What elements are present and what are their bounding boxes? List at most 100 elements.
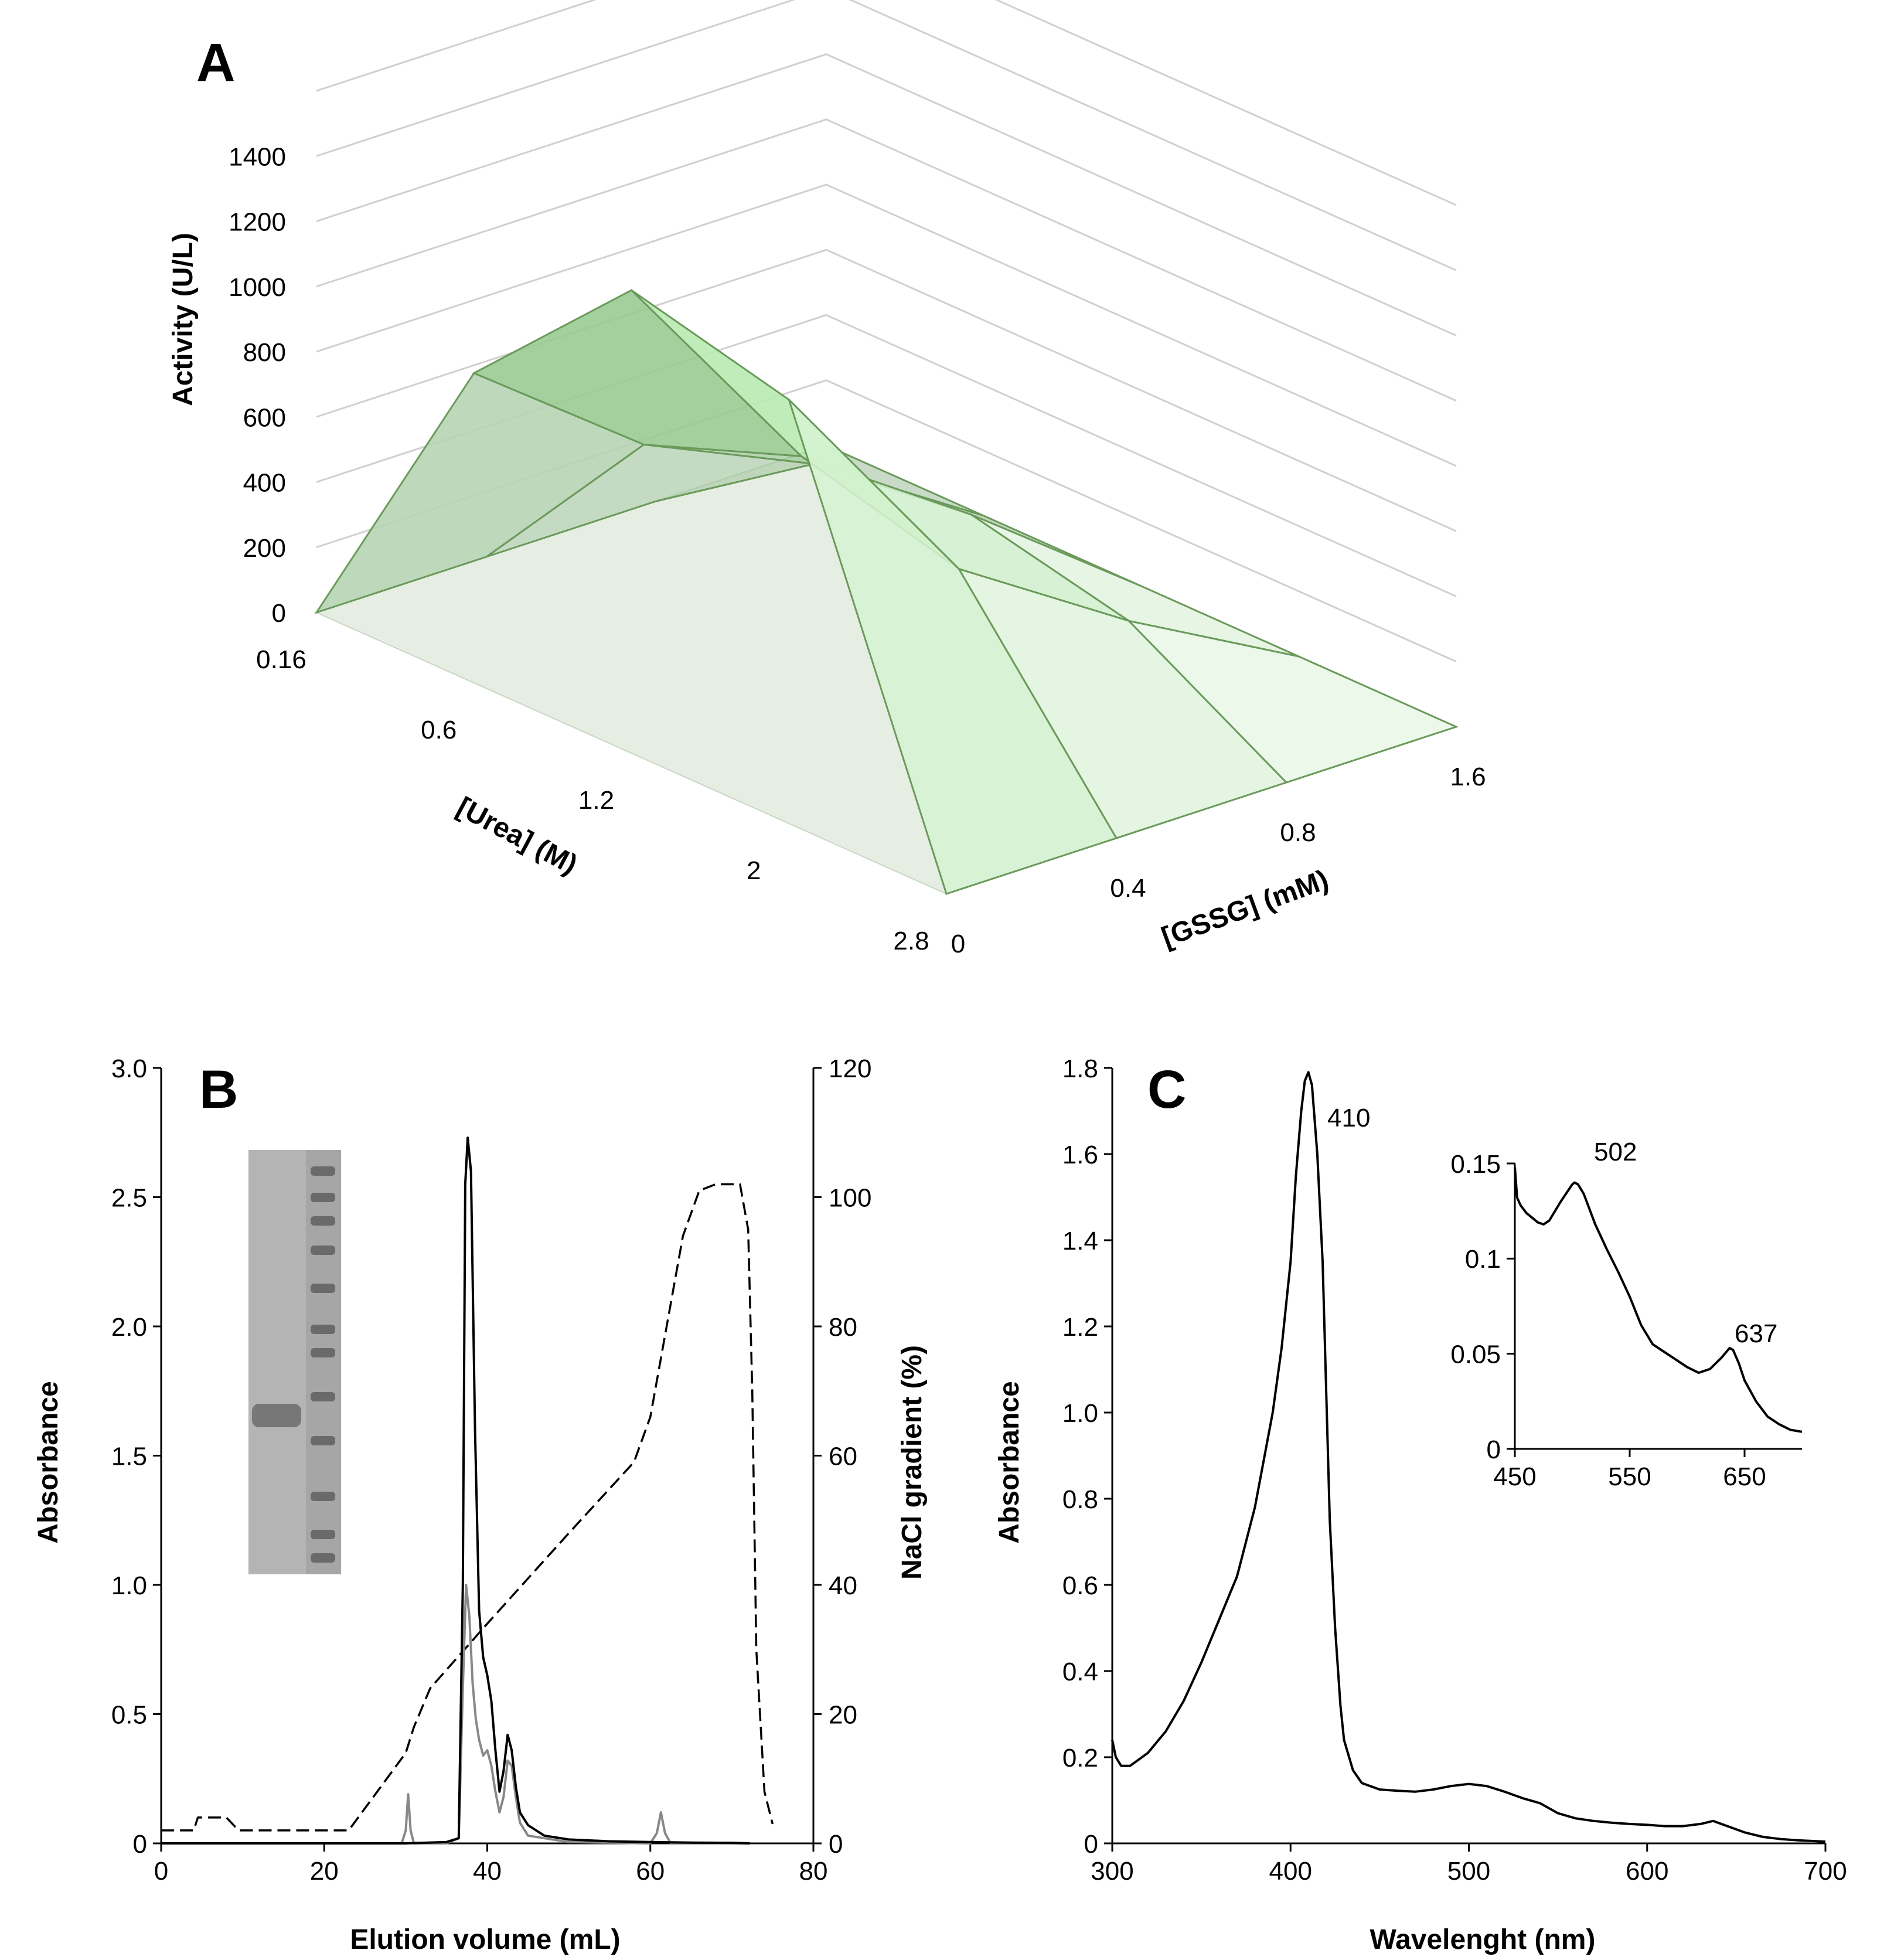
panel-a-gridline [316, 118, 1457, 402]
panel-a-z-tick-label: 600 [243, 403, 286, 432]
panel-c-series [1111, 1071, 1826, 1843]
panel-a-z-tick-label: 800 [243, 338, 286, 367]
panel-a-z-tick-label: 200 [243, 534, 286, 563]
panel-a-urea-tick-label: 0.16 [256, 645, 306, 674]
panel-b: B 0 20 40 60 8000.51.01.52.02.53.00204060801… [33, 1054, 928, 1955]
inset-x-tick-label: 650 [1723, 1462, 1766, 1491]
panel-b-y-tick-label: 0.5 [111, 1700, 147, 1729]
panel-a-gssg-axis-title: [GSSG] (mM) [1157, 864, 1333, 953]
panel-a-surface [314, 289, 1459, 895]
gel-ladder-band [311, 1348, 335, 1357]
panel-a-urea-ticks: 0.16 0.6 1.2 2 2.8 [256, 645, 929, 955]
panel-a-gssg-tick-label: 1.6 [1450, 763, 1486, 791]
panel-c-y-tick-label: 1.8 [1062, 1054, 1098, 1083]
peak-label-502: 502 [1594, 1138, 1637, 1166]
panel-b-y-axis-title: Absorbance [33, 1381, 64, 1543]
panel-b-y-tick-label: 2.0 [111, 1313, 147, 1342]
gel-image-inset [248, 1150, 341, 1574]
panel-a-z-ticks: 0 200 400 600 800 1000 1200 1400 [229, 142, 286, 628]
gel-ladder-lane [311, 1166, 335, 1563]
panel-c-y-tick-label: 0.2 [1062, 1744, 1098, 1772]
panel-a-urea-tick-label: 2 [747, 856, 761, 885]
absorbance-black-line [161, 1136, 750, 1845]
panel-c-y-tick-label: 1.0 [1062, 1399, 1098, 1428]
panel-c-x-tick-label: 300 [1091, 1857, 1133, 1886]
panel-b-x-tick-label: 40 [473, 1857, 502, 1886]
panel-b-letter: B [199, 1060, 238, 1119]
panel-a-z-axis-title: Activity (U/L) [168, 233, 199, 406]
gel-ladder-band [311, 1492, 335, 1501]
gel-ladder-band [311, 1392, 335, 1401]
absorbance-spectrum-line [1111, 1071, 1826, 1843]
gel-ladder-band [311, 1284, 335, 1293]
panel-a-gssg-tick-label: 0.4 [1110, 874, 1146, 903]
panel-b-series [161, 1136, 774, 1845]
panel-c-y-tick-label: 0.4 [1062, 1658, 1098, 1686]
panel-a-z-tick-label: 1200 [229, 208, 286, 237]
panel-b-y2-tick-label: 120 [829, 1054, 871, 1083]
panel-a-gridline [316, 183, 1457, 467]
surface-patch [788, 399, 1118, 895]
panel-b-axes: 0 20 40 60 8000.51.01.52.02.53.0020406080100… [111, 1054, 872, 1886]
panel-c-y-tick-label: 0.8 [1062, 1485, 1098, 1514]
inset-y-tick-label: 0.15 [1450, 1150, 1501, 1179]
panel-c-x-tick-label: 700 [1804, 1857, 1847, 1886]
panel-a-gssg-ticks: 0 0.4 0.8 1.6 [951, 763, 1486, 958]
panel-a-gridline [316, 0, 1457, 206]
panel-c-y-tick-label: 1.2 [1062, 1313, 1098, 1342]
panel-a-urea-tick-label: 1.2 [578, 786, 614, 815]
panel-c-x-tick-label: 600 [1626, 1857, 1668, 1886]
panel-a-z-tick-label: 400 [243, 469, 286, 498]
panel-b-y-tick-label: 2.5 [111, 1183, 147, 1212]
gel-sample-lane [248, 1150, 306, 1574]
gel-ladder-band [311, 1246, 335, 1255]
panel-c-x-axis-title: Wavelenght (nm) [1370, 1924, 1596, 1955]
panel-b-y-tick-label: 3.0 [111, 1054, 147, 1083]
panel-c-y-tick-label: 0.6 [1062, 1571, 1098, 1600]
panel-c-axes: 300 400 500 600 700 0 0.2 0.4 0.6 0.8 1.0 1.2 1.4 1.6… [1062, 1054, 1847, 1886]
panel-b-y2-axis-title: NaCl gradient (%) [897, 1345, 928, 1580]
panel-c-y-axis-title: Absorbance [994, 1381, 1025, 1543]
inset-y-tick-label: 0 [1487, 1435, 1501, 1464]
panel-a-gridline [316, 53, 1457, 336]
panel-a-gridline [316, 0, 1457, 271]
panel-a-gridline [316, 249, 1457, 532]
panel-b-y-tick-label: 0 [133, 1830, 147, 1859]
peak-label-637: 637 [1735, 1319, 1777, 1348]
panel-b-y2-tick-label: 40 [829, 1571, 857, 1600]
inset-y-tick-label: 0.05 [1450, 1340, 1501, 1369]
gel-ladder-band [311, 1436, 335, 1445]
panel-a-letter: A [196, 33, 235, 93]
inset-y-tick-label: 0.1 [1465, 1245, 1501, 1274]
panel-c-y-tick-label: 1.6 [1062, 1141, 1098, 1169]
gel-protein-band [252, 1404, 301, 1427]
inset-axes: 450 550 650 0 0.05 0.1 0.15 [1450, 1150, 1802, 1491]
gel-ladder-band [311, 1530, 335, 1539]
panel-b-y2-tick-label: 100 [829, 1184, 871, 1213]
panel-a-urea-axis-title: [Urea] (M) [452, 791, 582, 880]
panel-b-y2-tick-label: 0 [829, 1830, 843, 1859]
panel-b-x-tick-label: 60 [636, 1857, 665, 1886]
inset-x-tick-label: 550 [1608, 1462, 1651, 1491]
gel-ladder-band [311, 1325, 335, 1334]
panel-a: A 0 200 400 600 800 1000 1200 1400 0.16 0.6 1.2 2 2… [168, 0, 1486, 958]
panel-b-y2-tick-label: 60 [829, 1442, 857, 1471]
panel-b-x-tick-label: 80 [799, 1857, 828, 1886]
panel-a-urea-tick-label: 0.6 [421, 716, 457, 744]
panel-b-x-tick-label: 0 [154, 1857, 168, 1886]
panel-c-inset: 450 550 650 0 0.05 0.1 0.15 502 637 [1450, 1138, 1803, 1491]
panel-c: C 300 400 500 600 700 0 0.2 0.4 0.6 0.8 1.0 1.2 1.4 1… [994, 1054, 1847, 1955]
panel-a-z-tick-label: 0 [272, 599, 286, 628]
panel-a-gssg-tick-label: 0 [951, 930, 965, 958]
panel-b-x-axis-title: Elution volume (mL) [350, 1924, 620, 1955]
absorbance-grey-line [161, 1584, 750, 1845]
panel-a-z-tick-label: 1000 [229, 273, 286, 302]
panel-b-y2-tick-label: 80 [829, 1313, 857, 1342]
nacl-gradient-line [161, 1183, 774, 1832]
inset-series [1514, 1167, 1803, 1433]
panel-a-z-tick-label: 1400 [229, 142, 286, 171]
gel-ladder-band [311, 1193, 335, 1202]
inset-spectrum-line [1514, 1167, 1803, 1433]
panel-c-x-tick-label: 500 [1447, 1857, 1490, 1886]
